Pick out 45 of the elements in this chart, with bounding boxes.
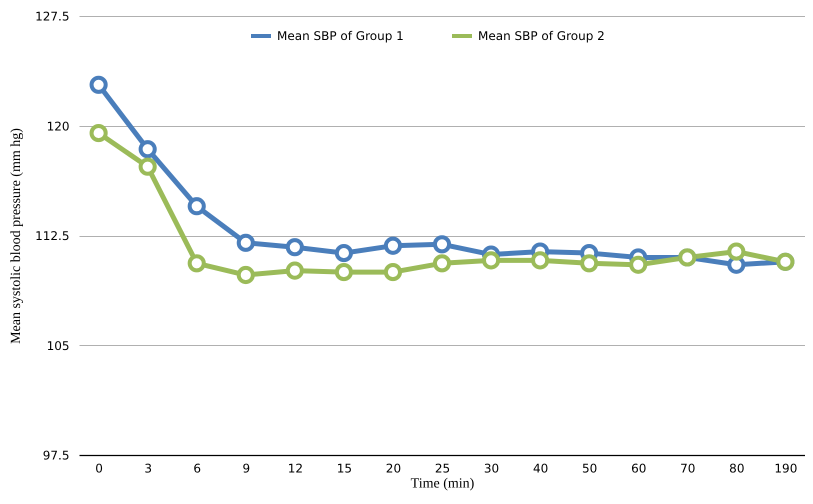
legend-label: Mean SBP of Group 1 (277, 29, 404, 43)
point (138, 158, 157, 176)
x-tick-label: 9 (242, 462, 250, 476)
y-tick-label: 127.5 (35, 10, 70, 24)
x-tick-label: 70 (680, 462, 696, 476)
y-tick-label: 112.5 (35, 229, 70, 243)
x-tick-label: 50 (582, 462, 598, 476)
y-tick-label: 120 (46, 119, 70, 134)
point (384, 236, 402, 255)
x-tick-label: 25 (434, 462, 450, 476)
point (286, 238, 304, 256)
point (482, 251, 500, 270)
x-axis-title: Time (min) (410, 476, 475, 492)
x-tick-label: 190 (774, 462, 798, 476)
x-tick-label: 80 (729, 462, 744, 476)
x-tick-label: 20 (386, 462, 402, 476)
x-tick-label: 30 (484, 462, 500, 476)
point (531, 251, 550, 270)
x-tick-label: 12 (288, 462, 303, 476)
y-tick-label: 105 (46, 338, 70, 353)
point (188, 254, 206, 272)
point (236, 234, 255, 252)
x-tick-label: 6 (193, 462, 202, 476)
point (286, 262, 304, 280)
x-tick-label: 0 (95, 462, 103, 476)
x-tick-label: 40 (532, 462, 548, 476)
y-tick-label: 97.5 (42, 448, 70, 462)
point (334, 263, 353, 282)
point (629, 256, 648, 274)
legend-label: Mean SBP of Group 2 (478, 29, 605, 43)
point (432, 254, 452, 272)
point (90, 76, 108, 94)
point (236, 266, 255, 284)
point (580, 254, 598, 272)
x-tick-label: 15 (336, 462, 352, 476)
point (138, 140, 157, 158)
x-tick-label: 3 (144, 462, 152, 476)
point (727, 242, 746, 261)
y-axis-title: Mean systolic blood pressure (mm hg) (9, 128, 24, 344)
point (432, 235, 452, 254)
point (188, 197, 206, 216)
x-tick-label: 60 (631, 462, 646, 476)
point (384, 263, 402, 282)
point (334, 244, 353, 262)
point (90, 124, 108, 142)
